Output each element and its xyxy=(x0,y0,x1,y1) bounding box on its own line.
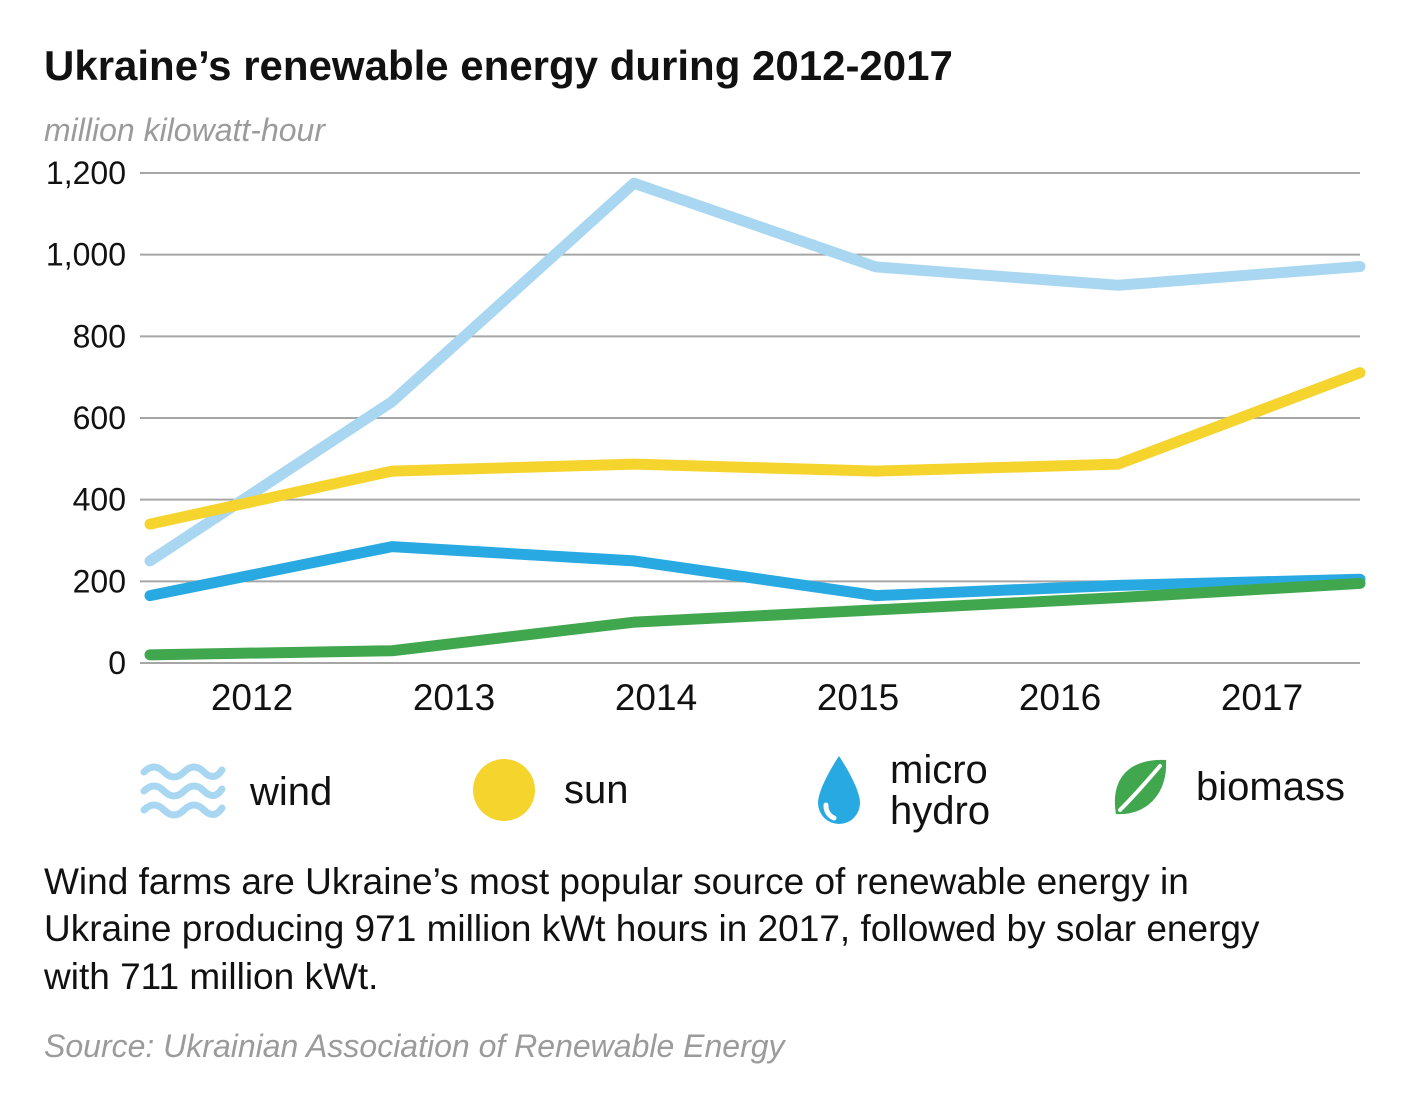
legend-item-biomass: biomass xyxy=(1108,754,1345,820)
svg-text:2015: 2015 xyxy=(817,677,899,718)
water-drop-icon xyxy=(818,755,860,824)
line-chart: 0 200 400 600 800 1,000 1,200 2012 2013 2014 2015 2… xyxy=(46,155,1366,718)
sun-circle-icon xyxy=(473,759,535,821)
wind-waves-icon xyxy=(140,763,226,819)
legend-label-micro-hydro: micro hydro xyxy=(890,748,991,833)
svg-text:800: 800 xyxy=(73,318,126,354)
leaf-icon xyxy=(1114,759,1167,815)
legend-label-wind: wind xyxy=(250,769,333,814)
svg-text:1,200: 1,200 xyxy=(46,155,126,191)
source-credit: Source: Ukrainian Association of Renewab… xyxy=(44,1028,785,1064)
chart-caption: Wind farms are Ukraine’s most popular so… xyxy=(44,861,1260,997)
svg-text:400: 400 xyxy=(73,482,126,518)
svg-text:1,000: 1,000 xyxy=(46,237,126,273)
svg-text:600: 600 xyxy=(73,400,126,436)
legend-label-biomass: biomass xyxy=(1196,764,1345,809)
svg-text:0: 0 xyxy=(108,645,126,681)
page-title: Ukraine’s renewable energy during 2012-2… xyxy=(44,42,953,89)
chart-legend: wind sun micro hydro biomass xyxy=(0,742,1401,852)
svg-text:2017: 2017 xyxy=(1221,677,1303,718)
legend-item-wind: wind xyxy=(140,760,332,824)
svg-text:2012: 2012 xyxy=(211,677,293,718)
legend-item-sun: sun xyxy=(470,756,629,824)
svg-text:2013: 2013 xyxy=(413,677,495,718)
svg-text:200: 200 xyxy=(73,563,126,599)
axis-unit-label: million kilowatt-hour xyxy=(44,112,325,148)
svg-text:2014: 2014 xyxy=(615,677,697,718)
legend-label-sun: sun xyxy=(564,767,629,812)
svg-text:2016: 2016 xyxy=(1019,677,1101,718)
legend-item-micro-hydro: micro hydro xyxy=(812,750,1030,832)
